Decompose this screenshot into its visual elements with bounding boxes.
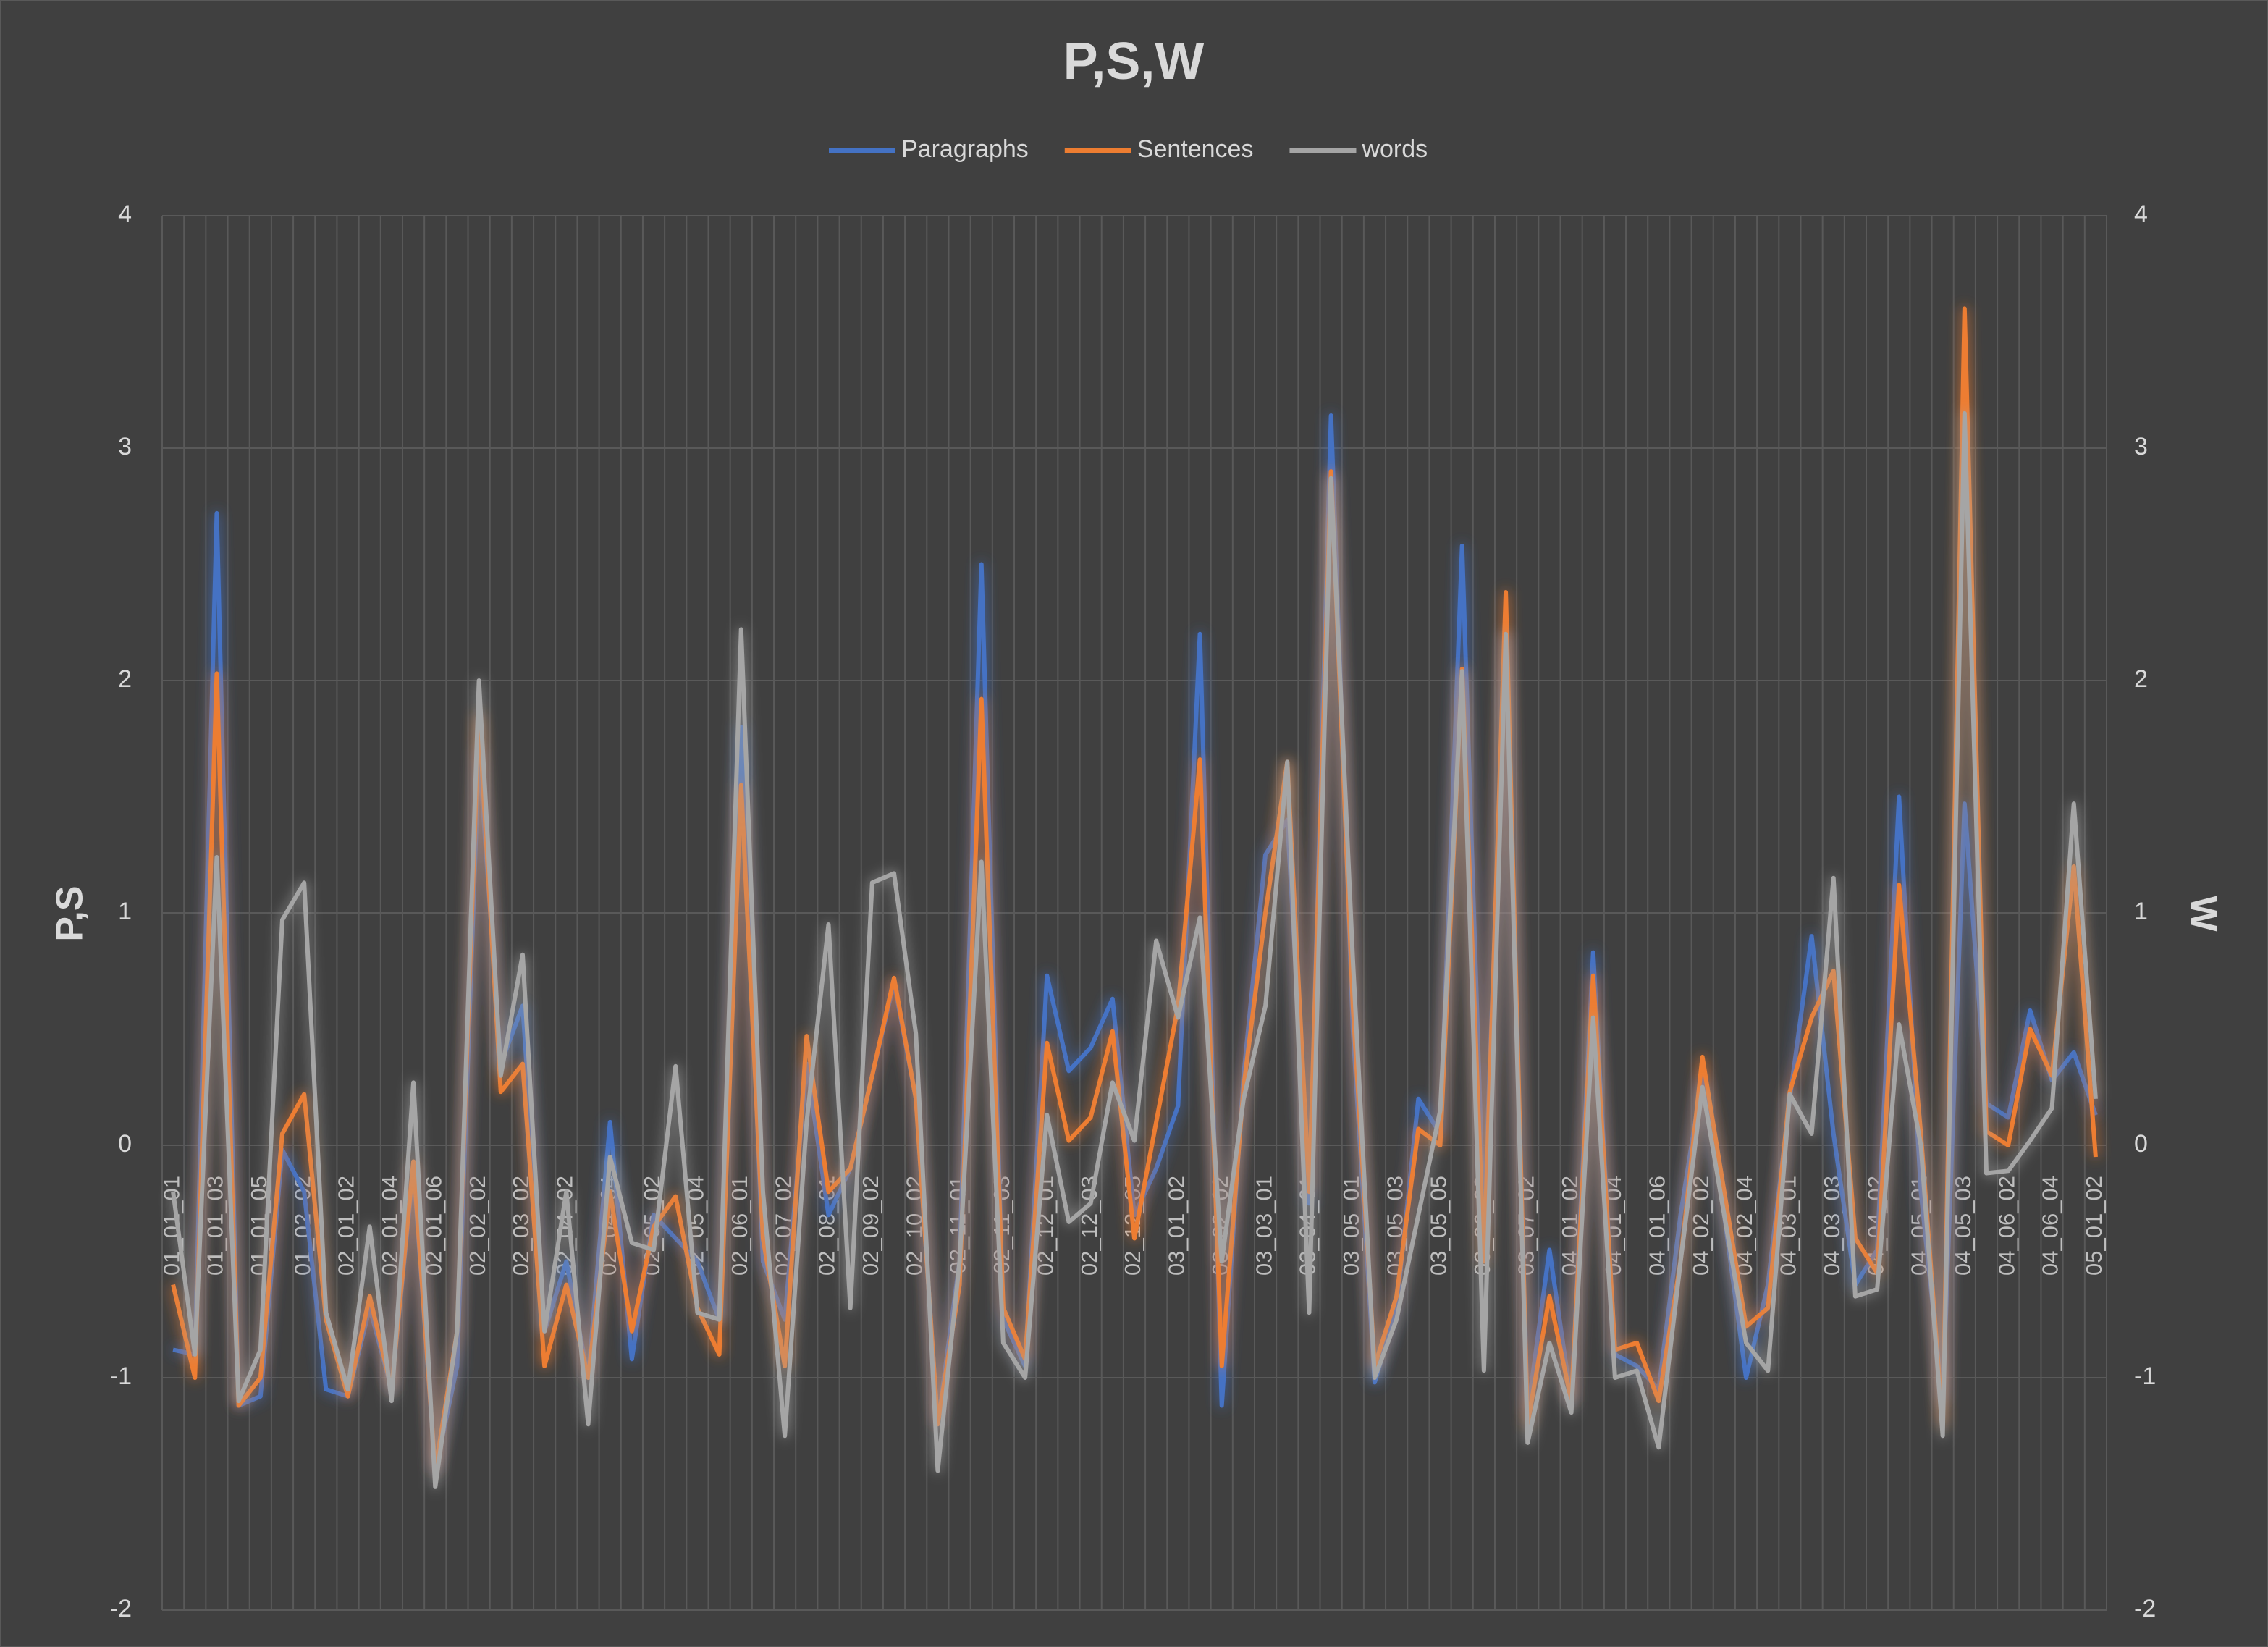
x-tick-label: 02_02_02 bbox=[465, 1176, 490, 1276]
y2-tick-label: -1 bbox=[2134, 1362, 2156, 1390]
legend-label: Paragraphs bbox=[901, 135, 1029, 163]
y-tick-label: 2 bbox=[118, 665, 132, 693]
x-tick-label: 02_06_01 bbox=[727, 1176, 752, 1276]
chart-title: P,S,W bbox=[1063, 33, 1205, 90]
x-tick-label: 04_01_06 bbox=[1645, 1176, 1670, 1276]
y-tick-label: -1 bbox=[110, 1362, 132, 1390]
series-group bbox=[171, 410, 2098, 1489]
x-tick-label: 03_05_05 bbox=[1426, 1176, 1451, 1276]
y-tick-label: -2 bbox=[110, 1595, 132, 1622]
x-tick-label: 04_02_02 bbox=[1688, 1176, 1713, 1276]
y-axis-title: P,S bbox=[49, 885, 91, 941]
y2-tick-label: 0 bbox=[2134, 1130, 2148, 1158]
x-tick-label: 02_09_02 bbox=[858, 1176, 883, 1276]
y-tick-label: 3 bbox=[118, 433, 132, 460]
x-tick-label: 04_06_04 bbox=[2038, 1176, 2063, 1276]
x-tick-label: 03_01_02 bbox=[1164, 1176, 1189, 1276]
y-tick-label: 1 bbox=[118, 898, 132, 925]
x-tick-label: 02_12_03 bbox=[1076, 1176, 1102, 1276]
x-tick-label: 03_05_01 bbox=[1339, 1176, 1364, 1276]
x-tick-label: 04_05_03 bbox=[1950, 1176, 1976, 1276]
legend-label: Sentences bbox=[1137, 135, 1254, 163]
y2-tick-label: -2 bbox=[2134, 1595, 2156, 1622]
y2-tick-label: 2 bbox=[2134, 665, 2148, 693]
y2-tick-label: 3 bbox=[2134, 433, 2148, 460]
y-tick-label: 0 bbox=[118, 1130, 132, 1158]
legend-label: words bbox=[1361, 135, 1428, 163]
x-tick-label: 02_01_02 bbox=[334, 1176, 359, 1276]
x-tick-label: 04_06_02 bbox=[1994, 1176, 2019, 1276]
x-tick-label: 03_07_02 bbox=[1513, 1176, 1538, 1276]
x-tick-label: 02_01_06 bbox=[421, 1176, 446, 1276]
x-tick-label: 03_03_01 bbox=[1251, 1176, 1276, 1276]
y2-tick-label: 1 bbox=[2134, 898, 2148, 925]
series-line bbox=[171, 410, 2098, 1489]
x-tick-label: 01_01_03 bbox=[203, 1176, 228, 1276]
y-tick-label: 4 bbox=[118, 201, 132, 228]
x-tick-label: 05_01_02 bbox=[2081, 1176, 2107, 1276]
x-tick-label: 02_03_02 bbox=[508, 1176, 534, 1276]
y2-tick-label: 4 bbox=[2134, 201, 2148, 228]
y2-axis-title: W bbox=[2182, 896, 2224, 932]
x-tick-label: 02_01_04 bbox=[377, 1176, 402, 1276]
